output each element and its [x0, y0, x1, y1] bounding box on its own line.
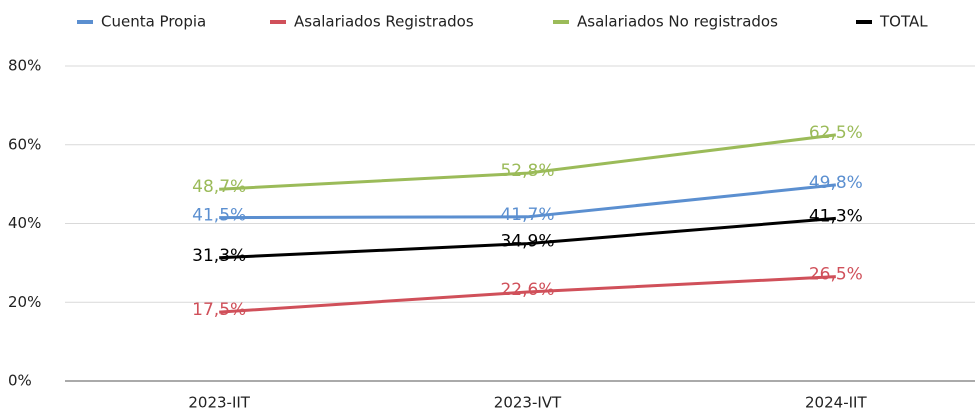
series-line — [219, 275, 836, 314]
y-tick-label: 20% — [8, 293, 41, 311]
value-label: 41,3% — [809, 206, 863, 226]
series-line — [219, 216, 836, 260]
y-tick-label: 80% — [8, 57, 41, 75]
x-tick-label: 2023-IIT — [188, 394, 250, 412]
value-label: 49,8% — [809, 173, 863, 193]
value-label: 22,6% — [500, 280, 554, 300]
legend-label: Asalariados Registrados — [294, 13, 474, 31]
value-label: 31,3% — [192, 246, 246, 266]
x-tick-label: 2024-IIT — [805, 394, 867, 412]
value-label: 48,7% — [192, 177, 246, 197]
legend-label: TOTAL — [879, 13, 928, 31]
legend-label: Asalariados No registrados — [577, 13, 778, 31]
value-label: 26,5% — [809, 265, 863, 285]
value-label: 41,5% — [192, 206, 246, 226]
value-label: 17,5% — [192, 300, 246, 320]
legend-label: Cuenta Propia — [101, 13, 206, 31]
value-label: 52,8% — [500, 161, 554, 181]
series-line — [219, 133, 837, 191]
value-label: 41,7% — [500, 205, 554, 225]
series-line — [219, 183, 836, 220]
y-tick-label: 60% — [8, 135, 41, 153]
y-tick-label: 40% — [8, 214, 41, 232]
y-tick-label: 0% — [8, 372, 32, 390]
value-label: 62,5% — [809, 123, 863, 143]
value-label: 34,9% — [500, 232, 554, 252]
x-tick-label: 2023-IVT — [494, 394, 562, 412]
